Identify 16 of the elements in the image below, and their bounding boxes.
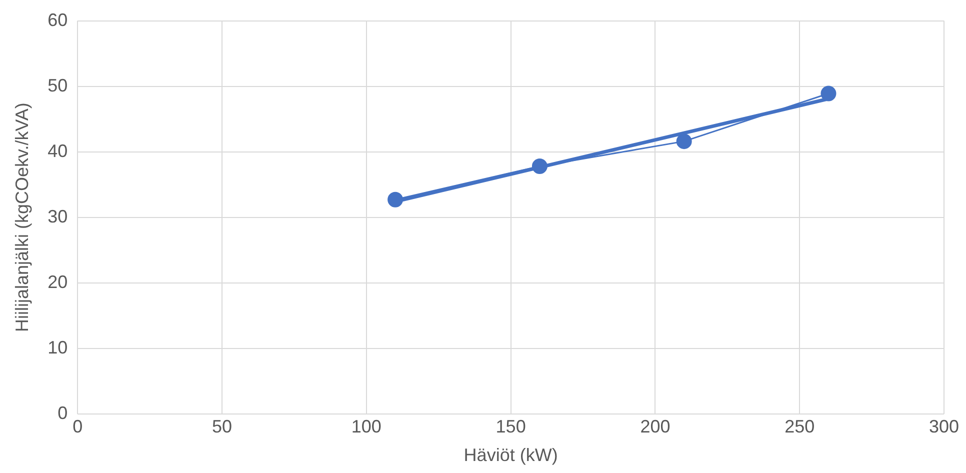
y-tick-label: 40 [48, 140, 68, 161]
y-axis-title: Hiilijalanjälki (kgCOekv./kVA) [12, 102, 32, 332]
y-tick-label: 30 [48, 206, 68, 226]
y-tick-label: 50 [48, 75, 68, 96]
x-tick-label: 250 [784, 416, 815, 437]
y-tick-label: 60 [48, 10, 68, 30]
y-tick-label: 0 [58, 402, 68, 423]
x-tick-label: 100 [351, 416, 382, 437]
x-tick-label: 0 [72, 416, 83, 437]
y-tick-label: 10 [48, 337, 68, 358]
x-tick-label: 50 [212, 416, 232, 437]
x-axis-title: Häviöt (kW) [464, 445, 558, 466]
x-tick-label: 200 [640, 416, 670, 437]
x-tick-label: 150 [496, 416, 526, 437]
y-tick-label: 20 [48, 272, 68, 292]
x-tick-label: 300 [928, 416, 960, 437]
